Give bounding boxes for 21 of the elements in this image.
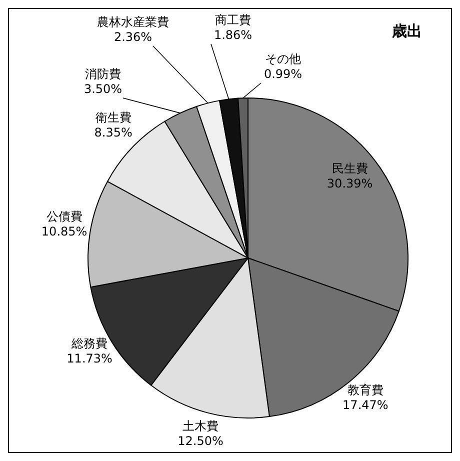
data-label: 17.47% (342, 398, 388, 412)
data-label: 8.35% (94, 126, 132, 140)
data-label: 3.50% (84, 82, 122, 96)
slice-label: 衛生費 (95, 110, 132, 125)
text: 歳出 (391, 22, 422, 40)
data-label: 12.50% (178, 434, 224, 448)
data-label: 0.99% (264, 67, 302, 81)
data-label: 2.36% (114, 30, 152, 44)
slice-label: 消防費 (85, 67, 121, 81)
slice-label: 土木費 (182, 418, 218, 433)
slice-label: 民生費 (332, 162, 368, 176)
slice-label: その他 (265, 52, 301, 66)
data-label: 10.85% (41, 224, 88, 239)
slice-label: 農林水産業費 (97, 15, 169, 29)
slice-label: 公債費 (46, 210, 82, 224)
slice-label: 教育費 (347, 383, 384, 398)
data-label: 30.39% (326, 176, 373, 191)
slice-label: 商工費 (215, 13, 251, 27)
data-label: 1.86% (214, 28, 252, 42)
data-label: 11.73% (66, 351, 112, 366)
slice-label: 総務費 (70, 336, 108, 350)
